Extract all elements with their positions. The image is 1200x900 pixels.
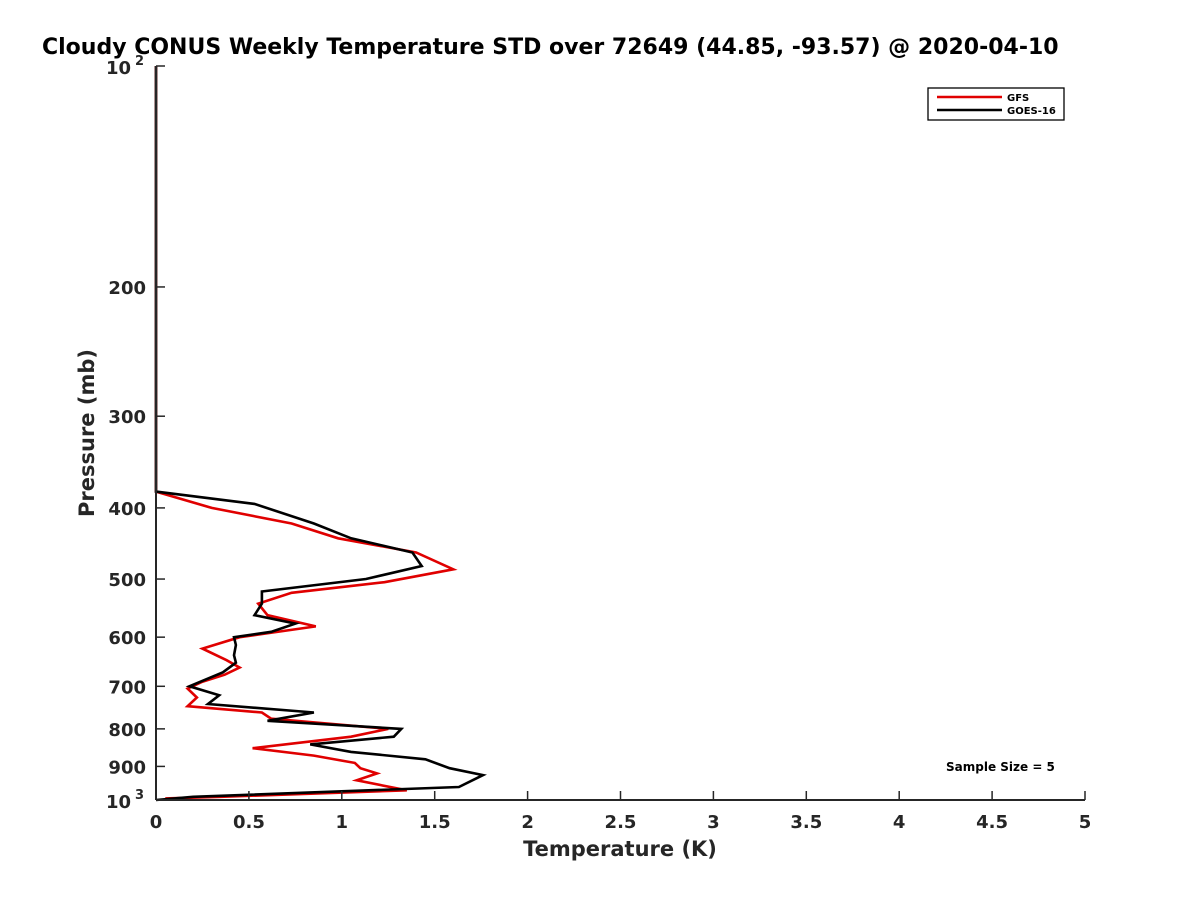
y-axis-label: Pressure (mb) xyxy=(75,349,99,517)
y-tick-label: 700 xyxy=(108,677,146,698)
x-tick-label: 2 xyxy=(521,812,534,833)
y-tick-label: 300 xyxy=(108,407,146,428)
legend: GFS GOES-16 xyxy=(927,87,1065,121)
x-tick-label: 2.5 xyxy=(605,812,637,833)
x-axis-label: Temperature (K) xyxy=(523,837,717,861)
x-tick-label: 3 xyxy=(707,812,720,833)
y-tick-label: 400 xyxy=(108,499,146,520)
x-tick-label: 4.5 xyxy=(976,812,1008,833)
series-layer xyxy=(154,66,487,802)
x-tick-label: 1 xyxy=(336,812,349,833)
series-line-gfs xyxy=(154,66,458,800)
x-tick-label: 5 xyxy=(1079,812,1092,833)
series-line-goes16 xyxy=(154,66,487,802)
x-tick-label: 1.5 xyxy=(419,812,451,833)
y-tick-label: 900 xyxy=(108,757,146,778)
legend-entry-gfs: GFS xyxy=(1007,93,1029,104)
axes-layer: 0 0.5 1 1.5 2 2.5 3 3.5 4 4.5 5 10 2 200 300 400 500 600 7… xyxy=(106,54,1091,833)
sample-size-annotation: Sample Size = 5 xyxy=(946,760,1055,774)
y-tick-label: 10 xyxy=(106,792,131,813)
x-tick-label: 0 xyxy=(150,812,163,833)
y-tick-exponent: 3 xyxy=(135,788,144,803)
x-tick-label: 4 xyxy=(893,812,906,833)
x-tick-label: 3.5 xyxy=(790,812,822,833)
legend-entry-goes16: GOES-16 xyxy=(1007,106,1056,117)
y-tick-label: 200 xyxy=(108,278,146,299)
y-tick-label: 800 xyxy=(108,720,146,741)
legend-box xyxy=(927,87,1065,121)
y-tick-label: 10 xyxy=(106,58,131,79)
chart-title: Cloudy CONUS Weekly Temperature STD over… xyxy=(42,35,1059,60)
y-tick-label: 500 xyxy=(108,570,146,591)
y-tick-label: 600 xyxy=(108,628,146,649)
x-tick-label: 0.5 xyxy=(233,812,265,833)
y-tick-exponent: 2 xyxy=(135,54,144,69)
